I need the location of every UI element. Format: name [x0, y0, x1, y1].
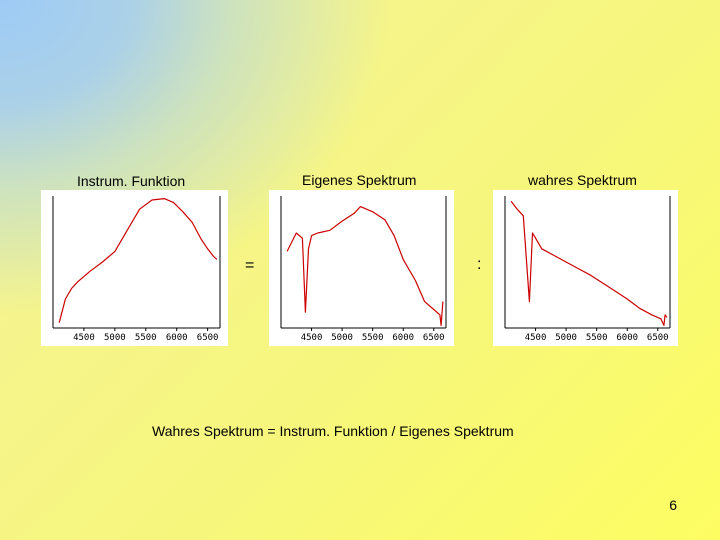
page-number: 6 [669, 497, 677, 513]
x-tick-label: 4500 [525, 333, 547, 343]
chart-wahres: 4500 5000 5500 6000 6500 [504, 196, 671, 343]
chart-panel-wahres: 4500 5000 5500 6000 6500 [493, 190, 678, 346]
chart-panel-instrum: 4500 5000 5500 6000 6500 [41, 190, 228, 346]
equals-sign: = [245, 257, 255, 274]
x-tick-label: 6500 [197, 333, 219, 343]
x-tick-label: 5000 [331, 333, 353, 343]
chart-title-eigenes: Eigenes Spektrum [302, 172, 417, 188]
spectrum-line [286, 206, 444, 326]
x-tick-label: 4500 [301, 333, 323, 343]
x-tick-label: 6500 [423, 333, 445, 343]
x-tick-label: 6000 [392, 333, 414, 343]
divide-sign: : [477, 256, 482, 273]
x-tick-label: 5500 [135, 333, 157, 343]
chart-panel-eigenes: 4500 5000 5500 6000 6500 [269, 190, 454, 346]
x-tick-label: 5500 [362, 333, 384, 343]
formula-text: Wahres Spektrum = Instrum. Funktion / Ei… [152, 423, 514, 439]
chart-title-wahres: wahres Spektrum [528, 172, 637, 188]
x-tick-label: 5000 [555, 333, 577, 343]
x-tick-label: 6500 [647, 333, 669, 343]
spectrum-line [510, 200, 668, 326]
x-tick-label: 5000 [104, 333, 126, 343]
x-tick-label: 4500 [73, 333, 95, 343]
x-tick-label: 6000 [616, 333, 638, 343]
chart-eigenes: 4500 5000 5500 6000 6500 [280, 196, 447, 343]
x-tick-label: 5500 [586, 333, 608, 343]
x-tick-label: 6000 [166, 333, 188, 343]
spectrum-line [58, 198, 218, 323]
chart-instrum: 4500 5000 5500 6000 6500 [52, 196, 221, 343]
chart-title-instrum: Instrum. Funktion [77, 173, 186, 189]
